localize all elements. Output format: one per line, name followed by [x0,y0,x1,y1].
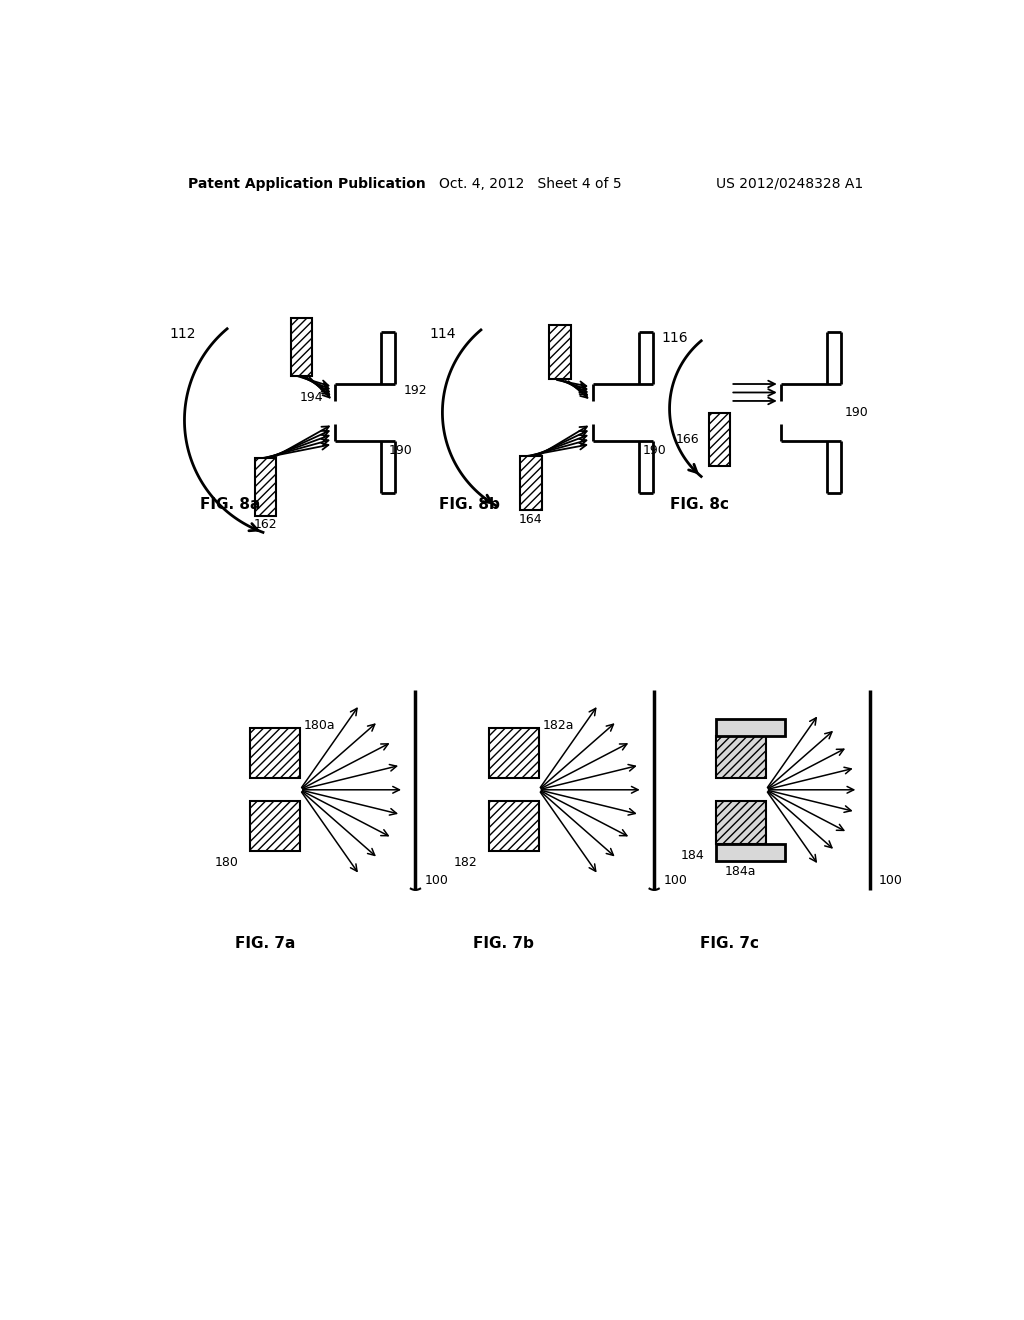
Text: 114: 114 [430,327,457,341]
Bar [250,801,300,851]
Text: 100: 100 [425,874,449,887]
Text: 182: 182 [454,857,477,870]
Text: 164: 164 [519,513,543,527]
Text: FIG. 8b: FIG. 8b [438,498,500,512]
Text: 190: 190 [845,407,869,418]
Text: Patent Application Publication: Patent Application Publication [188,177,426,191]
Bar [716,843,785,861]
Bar [255,458,276,516]
Text: 180a: 180a [304,719,336,733]
Text: US 2012/0248328 A1: US 2012/0248328 A1 [716,177,863,191]
Text: 112: 112 [170,326,197,341]
Text: 194: 194 [299,391,323,404]
Text: 190: 190 [388,444,413,457]
Text: FIG. 7c: FIG. 7c [700,936,760,952]
Bar [716,719,785,737]
Text: 180: 180 [214,857,239,870]
Bar [709,413,730,466]
Text: 162: 162 [254,519,278,532]
Bar [716,801,766,843]
Text: 166: 166 [676,433,699,446]
Text: 184a: 184a [725,865,756,878]
Text: FIG. 8a: FIG. 8a [200,498,260,512]
Text: 184: 184 [681,849,705,862]
Text: 192: 192 [403,384,428,397]
Bar [550,326,571,379]
Text: FIG. 8c: FIG. 8c [670,498,728,512]
Text: FIG. 7b: FIG. 7b [473,936,535,952]
Bar [716,737,766,779]
Bar [520,457,542,511]
Text: FIG. 7a: FIG. 7a [234,936,295,952]
Text: 100: 100 [879,874,903,887]
Text: 116: 116 [662,331,688,346]
Bar [291,318,312,376]
Bar [488,729,539,779]
Text: Oct. 4, 2012   Sheet 4 of 5: Oct. 4, 2012 Sheet 4 of 5 [438,177,622,191]
Text: 190: 190 [643,444,667,457]
Text: 100: 100 [664,874,687,887]
Bar [250,729,300,779]
Bar [488,801,539,851]
Text: 182a: 182a [543,719,574,733]
